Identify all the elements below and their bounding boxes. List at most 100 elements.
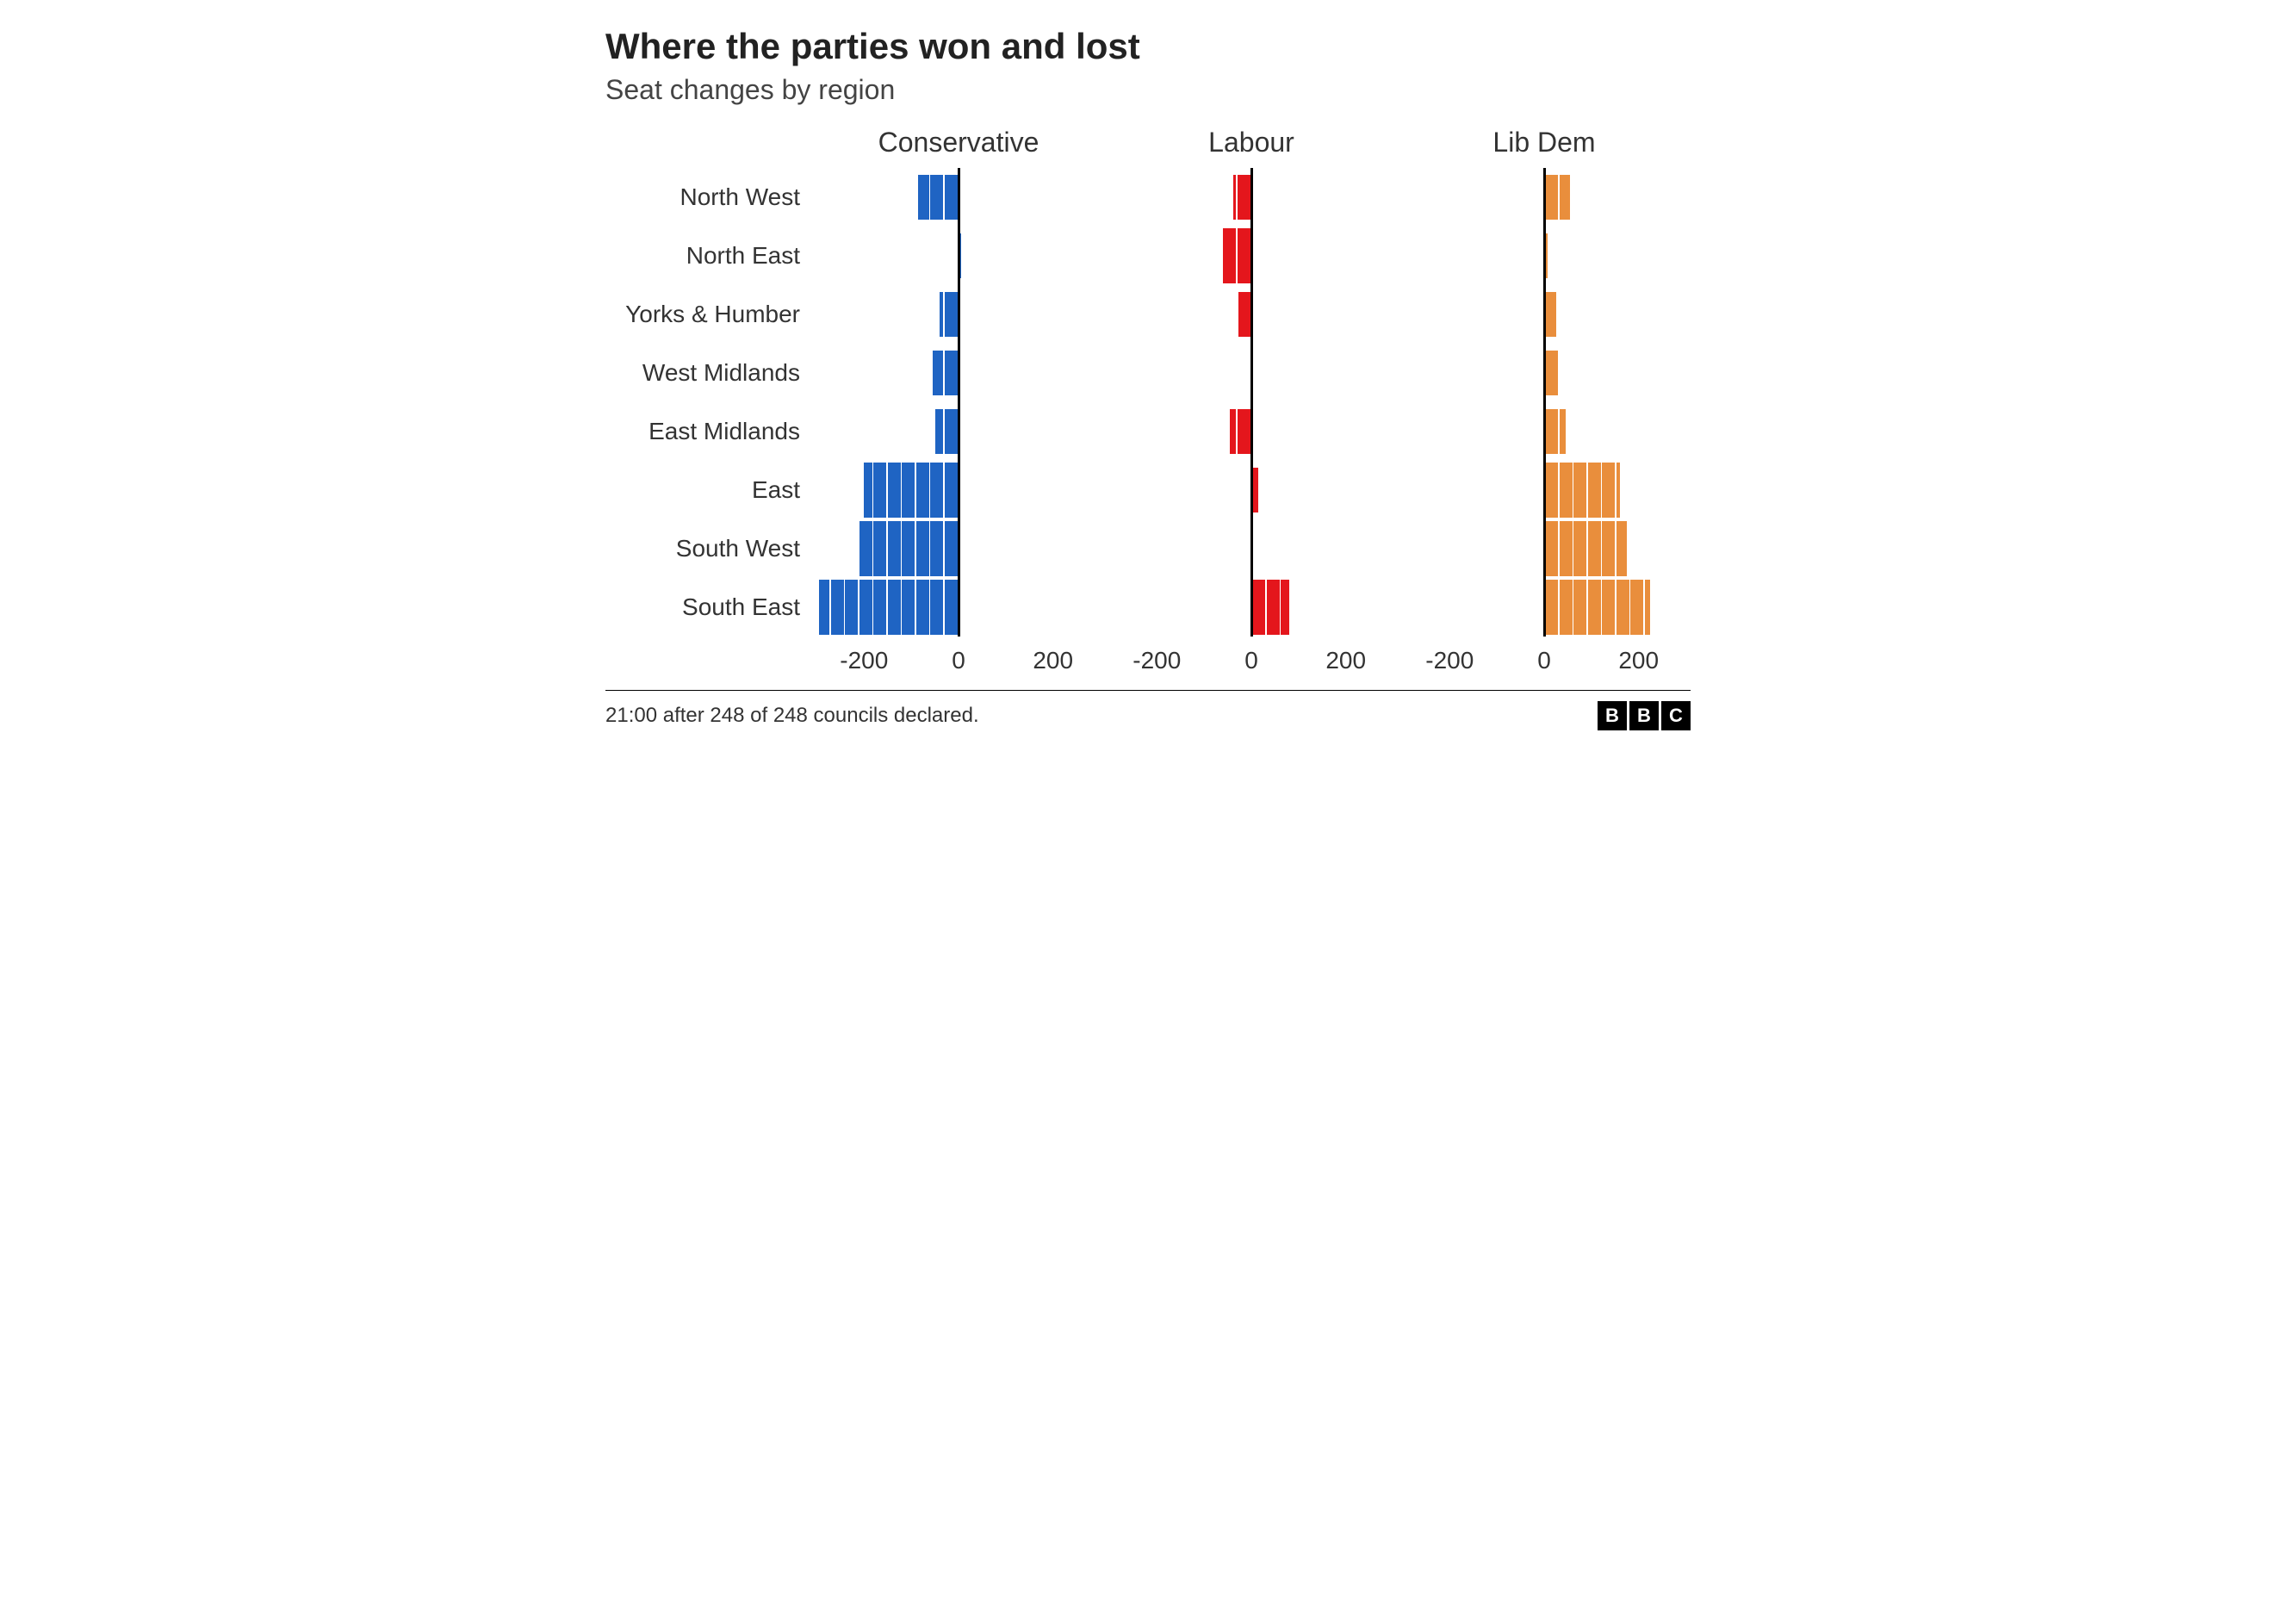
region-label: South West (605, 519, 812, 578)
bar (1544, 292, 1556, 337)
region-label: East (605, 461, 812, 519)
bar-segment-line (886, 521, 888, 576)
bar-segment-line (1601, 580, 1603, 635)
bar-segment-line (1236, 409, 1238, 454)
bar-segment-line (915, 463, 916, 518)
bar-segment-line (929, 463, 931, 518)
bar-segment-line (1586, 580, 1588, 635)
x-tick-label: -200 (1425, 647, 1474, 674)
bar-segment-line (1601, 463, 1603, 518)
chart-panel: Conservative -200 0 200 (812, 123, 1105, 685)
footer-text: 21:00 after 248 of 248 councils declared… (605, 704, 979, 728)
bar-segment-line (872, 463, 874, 518)
zero-axis-line (1543, 168, 1546, 637)
bar (1544, 580, 1650, 635)
region-label: Yorks & Humber (605, 285, 812, 344)
bar-segment-line (1643, 580, 1645, 635)
bar-segment-line (844, 580, 846, 635)
bar (859, 521, 959, 576)
bar-segment-line (901, 580, 903, 635)
bar (1544, 175, 1570, 220)
bar-segment-line (1573, 521, 1574, 576)
chart-container: Where the parties won and lost Seat chan… (605, 26, 1691, 730)
chart-subtitle: Seat changes by region (605, 74, 1691, 106)
bbc-logo-letter: B (1598, 701, 1627, 730)
bar (918, 175, 959, 220)
bar-segment-line (1586, 521, 1588, 576)
zero-axis-line (1250, 168, 1253, 637)
x-tick-label: 0 (1244, 647, 1258, 674)
bar-segment-line (929, 580, 931, 635)
bar-segment-line (943, 409, 945, 454)
bar (933, 351, 959, 395)
bar-segment-line (1280, 580, 1281, 635)
bar (1233, 175, 1251, 220)
region-label: North East (605, 227, 812, 285)
chart-title: Where the parties won and lost (605, 26, 1691, 67)
zero-axis-line (958, 168, 960, 637)
region-label: West Midlands (605, 344, 812, 402)
bar-segment-line (1615, 580, 1617, 635)
chart-body (1398, 168, 1691, 637)
bar-segment-line (1573, 463, 1574, 518)
panel-title: Lib Dem (1398, 123, 1691, 168)
bar-segment-line (886, 580, 888, 635)
bar (940, 292, 959, 337)
chart-panel: Labour-2000200 (1105, 123, 1398, 685)
bar-segment-line (829, 580, 831, 635)
bar-segment-line (943, 463, 945, 518)
bar-segment-line (1236, 228, 1238, 283)
x-axis: -200 0 200 (812, 647, 1105, 685)
bar-segment-line (1236, 175, 1238, 220)
bar-segment-line (943, 580, 945, 635)
chart-body (812, 168, 1105, 637)
panels-host: Conservative-2000200Labour-2000200Lib De… (812, 123, 1691, 685)
chart-panels: North WestNorth EastYorks & HumberWest M… (605, 123, 1691, 685)
bar-segment-line (943, 175, 945, 220)
bar-segment-line (886, 463, 888, 518)
x-tick-label: 0 (952, 647, 965, 674)
bar-segment-line (858, 580, 859, 635)
bar-segment-line (901, 521, 903, 576)
x-axis: -200 0 200 (1398, 647, 1691, 685)
x-tick-label: 200 (1033, 647, 1073, 674)
x-tick-label: 200 (1618, 647, 1659, 674)
panel-title: Conservative (812, 123, 1105, 168)
bar (1544, 521, 1627, 576)
bar (864, 463, 959, 518)
bar-segment-line (1558, 580, 1560, 635)
bar-segment-line (1615, 463, 1617, 518)
chart-body (1105, 168, 1398, 637)
x-tick-label: 200 (1325, 647, 1366, 674)
x-tick-label: 0 (1537, 647, 1551, 674)
bar-segment-line (1558, 521, 1560, 576)
bar-segment-line (1573, 580, 1574, 635)
x-axis: -2000200 (1105, 647, 1398, 685)
bbc-logo-letter: C (1661, 701, 1691, 730)
panel-title: Labour (1105, 123, 1398, 168)
bar-segment-line (943, 292, 945, 337)
bar-segment-line (1558, 175, 1560, 220)
bar-segment-line (872, 521, 874, 576)
region-label: South East (605, 578, 812, 637)
bar-segment-line (1586, 463, 1588, 518)
bar-segment-line (901, 463, 903, 518)
bar (1544, 351, 1558, 395)
bar (819, 580, 959, 635)
bar (1544, 463, 1620, 518)
bar (1544, 409, 1566, 454)
chart-panel: Lib Dem -200 0 200 (1398, 123, 1691, 685)
bar-segment-line (1615, 521, 1617, 576)
bbc-logo-letter: B (1629, 701, 1659, 730)
bar (1230, 409, 1251, 454)
bar-segment-line (1558, 409, 1560, 454)
bar-segment-line (929, 521, 931, 576)
bar (935, 409, 959, 454)
bar (1251, 580, 1289, 635)
x-tick-label: -200 (840, 647, 888, 674)
chart-footer: 21:00 after 248 of 248 councils declared… (605, 690, 1691, 730)
bar-segment-line (929, 175, 931, 220)
bar-segment-line (1558, 463, 1560, 518)
bar-segment-line (1601, 521, 1603, 576)
bar (1223, 228, 1251, 283)
